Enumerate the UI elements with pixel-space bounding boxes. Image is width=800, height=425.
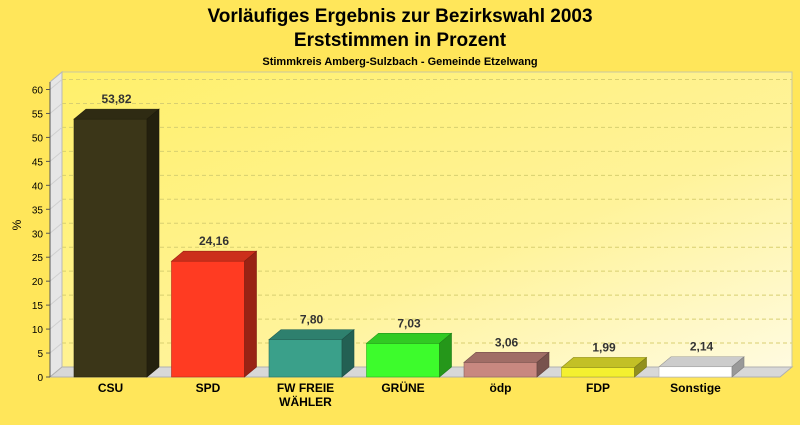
y-tick-label: 55 — [32, 109, 44, 120]
grid-line-side — [49, 342, 63, 354]
x-tick-label: SPD — [196, 381, 221, 395]
x-tick-label: Sonstige — [670, 381, 721, 395]
value-label: 7,80 — [300, 313, 324, 327]
grid-line-side — [49, 294, 63, 306]
bar-side — [244, 250, 257, 378]
y-axis-ticks: 0 5 10 15 20 25 30 35 40 45 50 55 60 — [32, 86, 50, 384]
bar-front — [366, 343, 440, 378]
bar-top — [560, 357, 648, 368]
bar-1 — [73, 108, 160, 378]
bar-top — [170, 250, 258, 262]
bar-side — [536, 351, 550, 378]
bar-top — [658, 356, 745, 368]
grid-line-side — [49, 246, 63, 258]
grid-line-side — [49, 79, 63, 90]
value-label: 2,14 — [690, 340, 714, 354]
chart-subtitle: Stimmkreis Amberg-Sulzbach - Gemeinde Et… — [262, 56, 537, 68]
x-tick-label: FW FREIE WÄHLER — [277, 381, 334, 409]
grid-line-side — [49, 127, 63, 138]
value-label: 7,03 — [397, 316, 421, 330]
value-label: 1,99 — [592, 340, 616, 354]
y-tick-label: 25 — [32, 253, 44, 264]
y-tick-label: 35 — [32, 205, 44, 216]
x-tick-label: CSU — [98, 381, 123, 395]
y-tick-label: 50 — [32, 133, 44, 144]
grid-line-side — [49, 198, 63, 210]
bar-7 — [658, 356, 745, 378]
y-tick-label: 0 — [37, 373, 43, 384]
bar-5 — [463, 351, 550, 378]
y-tick-label: 45 — [32, 157, 44, 168]
grid-line-side — [49, 270, 63, 282]
value-labels: 53,82 24,16 7,80 7,03 3,06 1,99 2,14 — [101, 92, 713, 354]
grid-line-side — [49, 174, 63, 186]
y-axis-label: % — [10, 219, 24, 230]
bar-2 — [170, 250, 258, 378]
grid-line-side — [49, 103, 63, 114]
grid-line-side — [49, 150, 63, 162]
bar-side — [634, 356, 647, 378]
value-label: 3,06 — [495, 335, 519, 349]
y-tick-label: 60 — [32, 86, 44, 97]
bar-top — [73, 108, 160, 120]
y-tick-label: 20 — [32, 277, 44, 288]
bar-side — [439, 332, 452, 378]
y-tick-label: 15 — [32, 301, 44, 312]
bar-front — [171, 260, 245, 378]
bar-front — [561, 367, 635, 378]
bar-6 — [560, 356, 648, 378]
y-tick-label: 40 — [32, 181, 44, 192]
grid-line-side — [49, 318, 63, 330]
x-axis-labels: CSU SPD FW FREIE WÄHLER GRÜNE ödp FDP Sonstige — [98, 380, 721, 409]
bar-top — [463, 352, 550, 363]
value-label: 24,16 — [199, 234, 229, 248]
value-label: 53,82 — [101, 92, 131, 106]
bar-top — [365, 333, 453, 344]
y-tick-label: 10 — [32, 325, 44, 336]
bar-side — [731, 356, 745, 378]
bar-side — [146, 108, 160, 378]
bar-front — [463, 362, 538, 378]
y-tick-label: 5 — [37, 349, 43, 360]
bar-top — [268, 329, 355, 340]
y-tick-label: 30 — [32, 229, 44, 240]
bar-front — [658, 366, 733, 378]
grid-lines — [49, 79, 792, 354]
x-tick-label: ödp — [490, 381, 512, 395]
bar-front — [73, 118, 148, 378]
bars — [73, 108, 745, 378]
grid-line-side — [49, 222, 63, 234]
bar-3 — [268, 328, 355, 378]
bar-front — [268, 339, 343, 378]
chart-title: Vorläufiges Ergebnis zur Bezirkswahl 200… — [207, 6, 592, 27]
bar-side — [341, 328, 355, 378]
chart-subtitle-line: Erststimmen in Prozent — [294, 30, 507, 51]
x-tick-label: GRÜNE — [381, 380, 424, 395]
bar-4 — [365, 332, 453, 378]
x-tick-label: FDP — [586, 381, 610, 395]
